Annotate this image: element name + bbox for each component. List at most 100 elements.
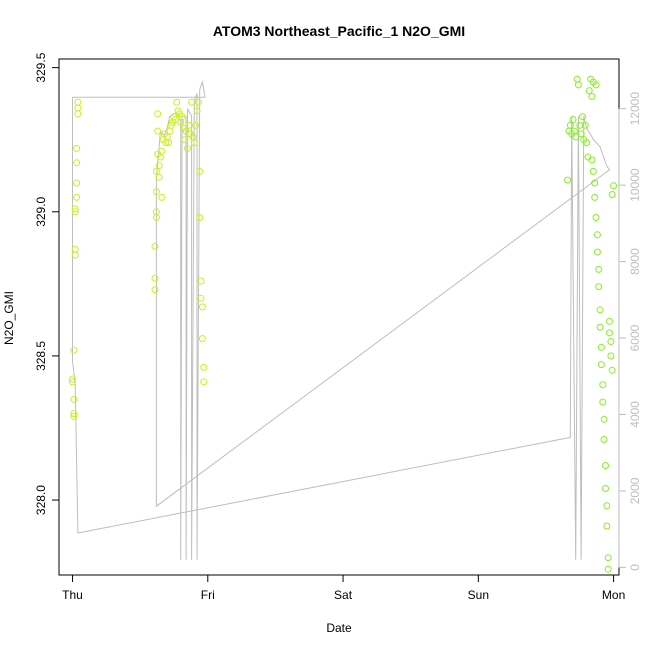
n2o-point	[592, 214, 600, 221]
n2o-point	[74, 104, 82, 112]
y2-tick-label: 12000	[628, 92, 642, 126]
x-axis-label: Date	[326, 621, 352, 635]
y-axis: 328.0 328.5 329.0 329.5	[34, 52, 60, 515]
n2o-point	[173, 98, 181, 106]
n2o-point	[185, 121, 193, 129]
n2o-points-layer	[69, 75, 618, 573]
n2o-point	[152, 188, 160, 196]
n2o-point	[73, 144, 81, 152]
n2o-point	[596, 306, 604, 314]
x-tick-label: Mon	[602, 588, 625, 602]
n2o-point	[197, 294, 205, 302]
n2o-point	[70, 395, 78, 403]
x-tick-label: Fri	[201, 588, 215, 602]
y2-tick-label: 10000	[628, 168, 642, 202]
n2o-point	[188, 98, 196, 106]
y-tick-label: 328.0	[34, 485, 48, 515]
y-tick-label: 328.5	[34, 341, 48, 371]
n2o-point	[576, 121, 584, 129]
n2o-point	[151, 286, 159, 294]
y-tick-label: 329.5	[34, 52, 48, 82]
n2o-point	[564, 176, 572, 184]
n2o-point	[588, 93, 596, 100]
n2o-point	[569, 116, 577, 123]
n2o-point	[574, 81, 582, 89]
n2o-point	[592, 81, 600, 89]
x-tick-label: Sun	[468, 588, 489, 602]
n2o-point	[155, 173, 163, 181]
n2o-point	[70, 413, 78, 420]
n2o-point	[606, 317, 613, 325]
n2o-point	[588, 156, 596, 164]
n2o-point	[572, 133, 580, 141]
n2o-point	[181, 136, 189, 144]
n2o-point	[581, 121, 589, 129]
n2o-point	[194, 98, 202, 106]
n2o-point	[198, 335, 206, 343]
n2o-point	[200, 378, 208, 386]
n2o-point	[589, 167, 597, 175]
n2o-point	[73, 179, 81, 187]
n2o-point	[596, 323, 604, 331]
n2o-point	[599, 398, 607, 406]
n2o-point	[70, 410, 78, 418]
n2o-point	[591, 179, 599, 187]
n2o-point	[71, 251, 79, 259]
n2o-point	[608, 366, 616, 374]
n2o-point	[600, 436, 608, 443]
n2o-point	[595, 283, 603, 291]
n2o-point	[192, 121, 200, 129]
n2o-point	[71, 208, 79, 216]
x-tick-label: Sat	[334, 588, 353, 602]
n2o-point	[70, 346, 78, 354]
n2o-point	[73, 193, 81, 201]
n2o-point	[158, 193, 166, 201]
n2o-point	[593, 248, 601, 256]
y2-tick-label: 8000	[628, 248, 642, 275]
n2o-point	[599, 381, 607, 389]
n2o-point	[579, 113, 586, 121]
n2o-point	[74, 98, 82, 106]
n2o-point	[607, 338, 615, 345]
n2o-point	[165, 139, 173, 147]
n2o-point	[193, 107, 201, 115]
n2o-point	[602, 485, 609, 492]
n2o-point	[573, 75, 581, 83]
y-axis-label: N2O_GMI	[2, 291, 16, 345]
y2-tick-label: 2000	[628, 477, 642, 504]
n2o-point	[604, 565, 612, 573]
n2o-point	[184, 144, 191, 152]
n2o-point	[597, 343, 605, 351]
n2o-point	[178, 113, 186, 121]
n2o-point	[595, 265, 603, 273]
y2-tick-label: 4000	[628, 401, 642, 428]
n2o-point	[171, 116, 179, 123]
n2o-point	[196, 214, 204, 221]
n2o-point	[603, 522, 611, 530]
n2o-point	[158, 147, 166, 155]
x-tick-label: Thu	[62, 588, 83, 602]
n2o-point	[583, 139, 590, 147]
n2o-point	[602, 462, 609, 469]
n2o-point	[585, 87, 593, 95]
altitude-line	[72, 79, 611, 560]
n2o-point	[154, 110, 162, 118]
n2o-point	[200, 363, 208, 371]
n2o-point	[600, 415, 608, 423]
n2o-point	[577, 130, 585, 138]
n2o-point	[155, 162, 163, 170]
chart-title: ATOM3 Northeast_Pacific_1 N2O_GMI	[213, 23, 465, 39]
n2o-point	[71, 205, 79, 213]
n2o-point	[198, 303, 206, 311]
n2o-point	[190, 139, 198, 147]
y-tick-label: 329.0	[34, 196, 48, 226]
y2-tick-label: 0	[628, 564, 642, 571]
n2o-point	[71, 245, 79, 253]
n2o-point	[152, 167, 160, 175]
n2o-point	[152, 208, 160, 216]
n2o-point	[608, 191, 616, 198]
n2o-point	[151, 274, 159, 282]
y2-axis: 0 2000 4000 6000 8000 10000 12000	[618, 92, 642, 571]
n2o-point	[591, 193, 599, 201]
